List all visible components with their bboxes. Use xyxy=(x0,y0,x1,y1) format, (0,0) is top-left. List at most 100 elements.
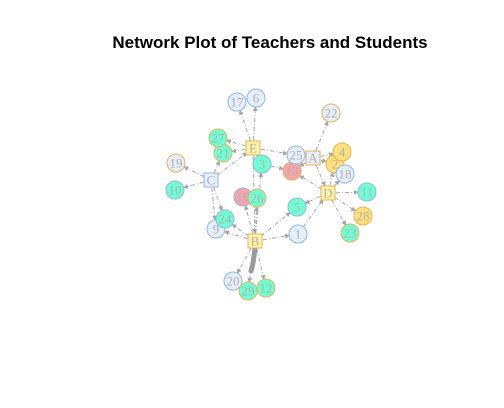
node-shape-26 xyxy=(247,188,267,208)
node-shape-E xyxy=(245,140,261,156)
node-16: 16 xyxy=(233,187,253,207)
node-26: 26 xyxy=(247,188,267,208)
plot-title: Network Plot of Teachers and Students xyxy=(112,33,427,52)
node-label-2: 2 xyxy=(332,157,339,172)
edge-C-10 xyxy=(182,181,204,189)
node-shape-1 xyxy=(288,224,308,244)
node-27: 27 xyxy=(208,128,228,148)
node-label-19: 19 xyxy=(170,156,183,171)
node-shape-11 xyxy=(357,182,377,202)
node-label-17: 17 xyxy=(231,95,245,110)
edge-A-22 xyxy=(315,120,329,151)
node-shape-23 xyxy=(340,223,360,243)
node-4: 4 xyxy=(332,142,352,162)
node-label-1: 1 xyxy=(295,227,302,242)
node-6: 6 xyxy=(246,88,266,108)
node-28: 28 xyxy=(353,206,373,226)
node-25: 25 xyxy=(286,145,306,165)
node-18: 18 xyxy=(335,164,355,184)
node-label-18: 18 xyxy=(339,167,352,182)
node-20: 20 xyxy=(223,271,243,291)
node-24: 24 xyxy=(215,209,235,229)
node-shape-A xyxy=(305,150,321,166)
node-10: 10 xyxy=(165,180,185,200)
node-12: 12 xyxy=(256,278,276,298)
node-label-26: 26 xyxy=(251,191,265,206)
edge-A-D xyxy=(315,165,326,187)
edge-E-27 xyxy=(225,139,246,147)
node-21: 21 xyxy=(213,143,233,163)
node-1: 1 xyxy=(288,224,308,244)
node-label-E: E xyxy=(249,141,257,156)
edge-C-21 xyxy=(213,160,220,173)
edge-D-2 xyxy=(329,171,335,186)
edge-B-9 xyxy=(223,230,248,240)
node-shape-3 xyxy=(252,154,272,174)
edge-A-2 xyxy=(320,158,328,163)
edge-E-17 xyxy=(238,109,251,141)
node-shape-22 xyxy=(321,103,341,123)
node-13: 13 xyxy=(282,161,302,181)
node-label-A: A xyxy=(308,151,318,166)
node-shape-D xyxy=(320,185,336,201)
node-label-24: 24 xyxy=(219,212,233,227)
node-shape-27 xyxy=(208,128,228,148)
heavy-edges-layer xyxy=(248,245,258,274)
edge-E-25 xyxy=(260,148,288,156)
edge-D-11 xyxy=(335,189,359,195)
node-label-20: 20 xyxy=(227,274,240,289)
node-shape-C xyxy=(203,172,219,188)
edge-E-6 xyxy=(252,106,258,141)
node-label-C: C xyxy=(207,173,216,188)
edge-C-9 xyxy=(211,187,218,221)
edge-C-19 xyxy=(183,166,205,177)
node-label-16: 16 xyxy=(237,190,251,205)
edge-A-4 xyxy=(320,152,335,158)
node-22: 22 xyxy=(321,103,341,123)
node-E: E xyxy=(245,140,261,156)
node-label-28: 28 xyxy=(357,209,370,224)
node-label-29: 29 xyxy=(242,284,255,299)
node-shape-B xyxy=(247,233,263,249)
node-label-9: 9 xyxy=(213,222,220,237)
edge-C-24 xyxy=(213,187,223,212)
node-29: 29 xyxy=(238,281,258,301)
edge-D-28 xyxy=(334,196,357,212)
node-C: C xyxy=(203,172,219,188)
edge-B-26 xyxy=(253,206,259,234)
node-label-21: 21 xyxy=(217,146,230,161)
node-11: 11 xyxy=(357,182,377,202)
edge-B-5 xyxy=(260,212,291,237)
node-D: D xyxy=(320,185,336,201)
node-shape-18 xyxy=(335,164,355,184)
node-shape-17 xyxy=(227,92,247,112)
node-17: 17 xyxy=(227,92,247,112)
edge-B-29 xyxy=(247,248,255,283)
node-label-5: 5 xyxy=(294,200,301,215)
node-shape-25 xyxy=(286,145,306,165)
node-label-4: 4 xyxy=(339,145,346,160)
node-23: 23 xyxy=(340,223,360,243)
node-label-B: B xyxy=(251,234,260,249)
node-shape-28 xyxy=(353,206,373,226)
node-label-22: 22 xyxy=(325,106,338,121)
node-label-12: 12 xyxy=(260,281,273,296)
node-shape-29 xyxy=(238,281,258,301)
edge-C-E xyxy=(217,152,248,176)
edge-B-12 xyxy=(256,248,266,281)
node-19: 19 xyxy=(166,153,186,173)
node-shape-19 xyxy=(166,153,186,173)
node-shape-20 xyxy=(223,271,243,291)
node-shape-4 xyxy=(332,142,352,162)
edge-heavy-B-29 xyxy=(248,245,258,274)
node-shape-6 xyxy=(246,88,266,108)
node-label-3: 3 xyxy=(259,157,266,172)
node-label-13: 13 xyxy=(286,164,299,179)
edge-1-D xyxy=(302,198,324,228)
edge-D-5 xyxy=(304,195,321,204)
node-label-11: 11 xyxy=(361,185,374,200)
node-label-27: 27 xyxy=(212,131,226,146)
node-3: 3 xyxy=(252,154,272,174)
